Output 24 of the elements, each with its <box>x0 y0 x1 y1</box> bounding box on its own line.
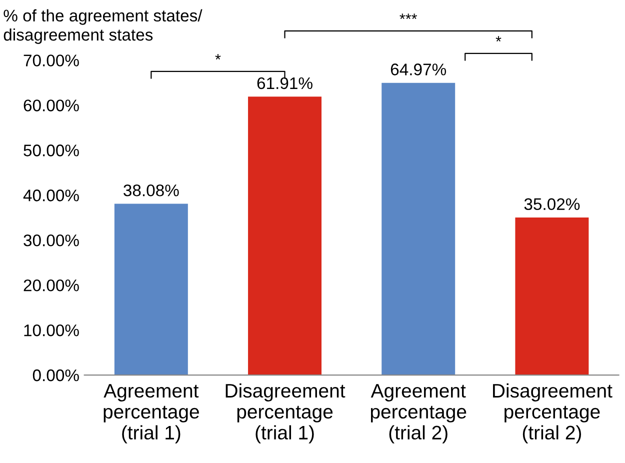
text: * <box>496 36 502 42</box>
y-tick-label: 20.00% <box>24 279 79 292</box>
bar <box>248 96 322 376</box>
x-tick-label: Disagreement percentage (trial 2) <box>493 383 612 444</box>
bar <box>382 82 456 376</box>
y-tick-label: 50.00% <box>24 144 79 156</box>
text: * <box>215 54 221 60</box>
y-tick-label: 60.00% <box>24 100 79 112</box>
x-tick-label: Agreement percentage (trial 2) <box>370 384 466 444</box>
x-tick-label: Disagreement percentage (trial 1) <box>226 383 346 444</box>
data-label: 38.08% <box>124 184 179 196</box>
y-tick-label: 0.00% <box>32 369 79 382</box>
x-tick-label: Agreement percentage (trial 1) <box>104 384 199 444</box>
data-label: 64.97% <box>390 64 446 76</box>
text: *** <box>400 14 418 20</box>
data-label: 35.02% <box>524 198 580 210</box>
bar <box>515 218 589 376</box>
y-tick-label: 40.00% <box>23 190 79 202</box>
y-tick-label: 30.00% <box>24 234 79 246</box>
y-axis-title: % of the agreement states/ disagreement states <box>4 9 202 44</box>
data-label: 61.91% <box>257 77 312 90</box>
y-tick-label: 10.00% <box>24 324 79 336</box>
y-tick-label: 70.00% <box>24 54 79 66</box>
bar <box>114 204 188 376</box>
